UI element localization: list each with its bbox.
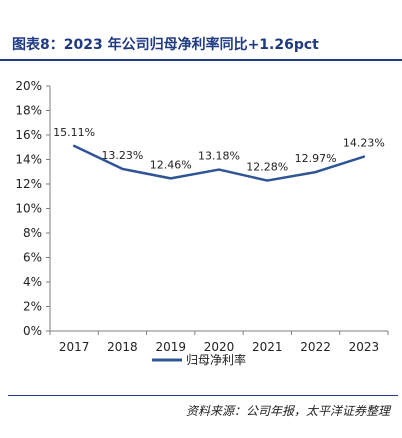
line-chart: 0% 2% 4% 6% 8% 10% 12% 14% 16% 18% 20% 2017 2018 2019… <box>15 79 389 367</box>
y-tick-label: 20% <box>15 79 42 93</box>
legend-label: 归母净利率 <box>186 352 246 367</box>
y-tick-label: 8% <box>23 226 42 240</box>
data-label: 13.23% <box>101 149 143 162</box>
data-label: 13.18% <box>198 150 240 163</box>
x-tick-label: 2018 <box>107 340 138 354</box>
y-tick-label: 0% <box>23 324 42 338</box>
y-tick-label: 10% <box>15 202 42 216</box>
data-label: 15.11% <box>53 126 95 139</box>
chart-title: 图表8：2023 年公司归母净利率同比+1.26pct <box>12 37 319 53</box>
y-tick-label: 16% <box>15 128 42 142</box>
x-tick-label: 2019 <box>155 340 186 354</box>
data-label: 12.28% <box>246 161 288 174</box>
data-label: 12.97% <box>295 152 337 165</box>
x-tick-label: 2023 <box>349 340 380 354</box>
chart-title-bar: 图表8：2023 年公司归母净利率同比+1.26pct <box>0 27 402 61</box>
x-tick-label: 2022 <box>300 340 331 354</box>
data-label: 14.23% <box>343 137 385 150</box>
y-tick-label: 14% <box>15 153 42 167</box>
y-tick-label: 12% <box>15 177 42 191</box>
source-note: 资料来源：公司年报，太平洋证券整理 <box>185 404 390 418</box>
x-tick-label: 2021 <box>252 340 283 354</box>
y-tick-label: 4% <box>23 275 42 289</box>
x-tick-label: 2017 <box>59 340 90 354</box>
x-tick-label: 2020 <box>204 340 235 354</box>
y-tick-label: 2% <box>23 300 42 314</box>
data-label: 12.46% <box>150 158 192 171</box>
y-tick-label: 6% <box>23 251 42 265</box>
y-tick-label: 18% <box>15 104 42 118</box>
source-divider <box>8 395 398 396</box>
